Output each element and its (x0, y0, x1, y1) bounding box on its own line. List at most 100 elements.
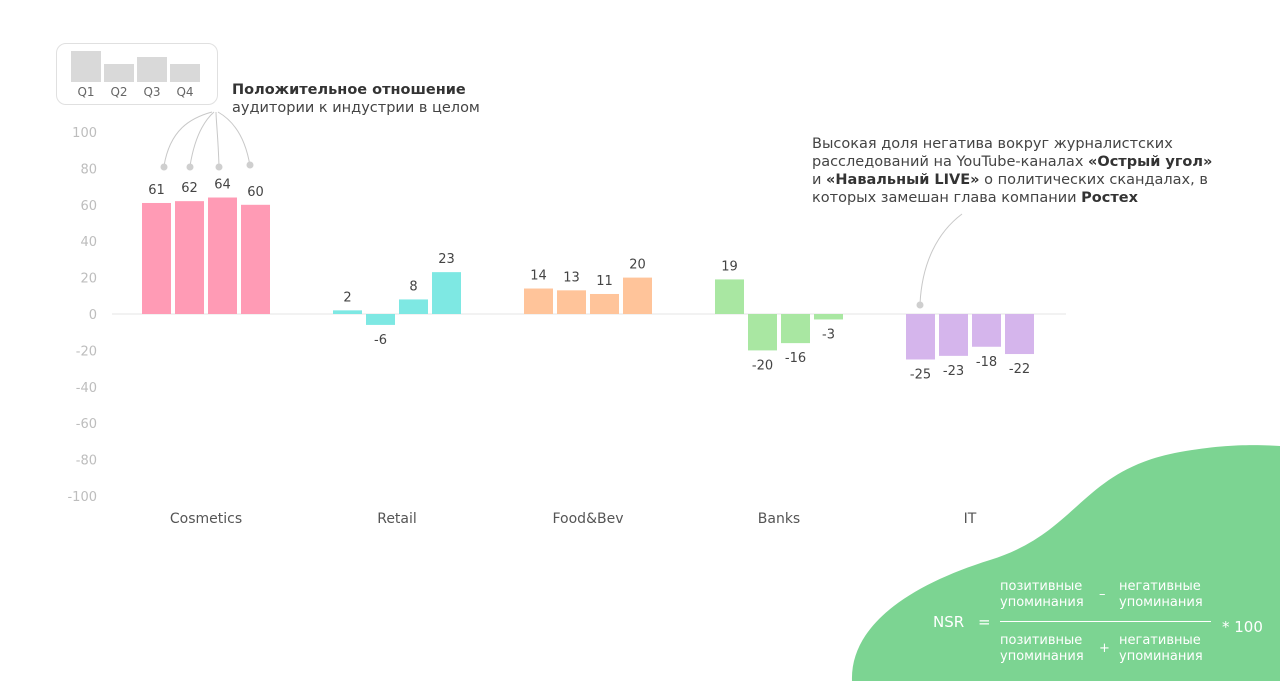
bar-banks-q3 (781, 314, 810, 344)
negative-leader-dot (916, 301, 924, 309)
formula-multiplier: * 100 (1222, 618, 1263, 636)
formula-lhs: NSR (933, 613, 965, 631)
formula-equals: = (978, 613, 991, 631)
bar-banks-q2 (748, 314, 777, 351)
bars-group (142, 197, 1034, 360)
category-label: IT (964, 511, 977, 527)
value-label: 60 (247, 185, 264, 200)
bar-it-q1 (906, 314, 935, 360)
value-label: -20 (752, 358, 773, 373)
denominator-operator: + (1099, 641, 1110, 656)
value-label: -25 (910, 368, 931, 383)
legend-label-q4: Q4 (176, 85, 194, 99)
y-tick-label: -80 (76, 454, 97, 469)
value-label: 62 (181, 181, 198, 196)
negative-line-1: Высокая доля негатива вокруг журналистск… (812, 136, 1173, 152)
legend-bar-q4 (170, 64, 200, 82)
legend-bar-q2 (104, 64, 134, 82)
value-label: 14 (530, 269, 547, 284)
y-tick-label: 100 (72, 126, 97, 141)
negative-line-2: расследований на YouTube-каналах (812, 154, 1089, 170)
positive-leader-lines (163, 111, 251, 167)
bar-foodbev-q4 (623, 277, 652, 314)
category-label: Banks (758, 511, 800, 527)
bar-banks-q4 (814, 314, 843, 320)
fraction-line (1000, 621, 1211, 622)
x-axis: Cosmetics Retail Food&Bev Banks IT (170, 511, 977, 527)
value-labels: 61 62 64 60 2 -6 8 23 14 13 11 20 19 -20 -16 -3 -25 -23 -1… (148, 178, 1030, 383)
y-tick-label: 60 (80, 199, 97, 214)
value-label: 11 (596, 274, 613, 289)
category-label: Retail (377, 511, 417, 527)
legend-label-q2: Q2 (110, 85, 128, 99)
legend-label-q3: Q3 (143, 85, 161, 99)
bar-foodbev-q2 (557, 290, 586, 314)
value-label: -3 (822, 327, 835, 342)
bar-banks-q1 (715, 279, 744, 314)
y-tick-label: -20 (76, 344, 97, 359)
y-tick-label: -40 (76, 381, 97, 396)
negative-line-3-prefix: и (812, 172, 827, 188)
bar-cosmetics-q4 (241, 204, 270, 314)
negative-line-4: которых замешан глава компании (812, 190, 1082, 206)
category-label: Cosmetics (170, 511, 242, 527)
denominator-right-1: негативные (1119, 633, 1201, 648)
bar-retail-q2 (366, 314, 395, 325)
denominator-left-1: позитивные (1000, 633, 1083, 648)
positive-annotation-bold: Положительное отношение (232, 82, 466, 98)
y-tick-label: 80 (80, 162, 97, 177)
bar-retail-q4 (432, 272, 461, 314)
legend-label-q1: Q1 (77, 85, 95, 99)
legend-bar-q3 (137, 57, 167, 82)
value-label: 64 (214, 178, 231, 193)
negative-leader-line (919, 213, 963, 305)
bar-retail-q1 (333, 310, 362, 314)
bar-cosmetics-q1 (142, 202, 171, 314)
positive-annotation: Положительное отношение аудитории к инду… (232, 81, 480, 117)
y-tick-label: 20 (80, 272, 97, 287)
y-tick-label: -60 (76, 417, 97, 432)
y-tick-label: 40 (80, 235, 97, 250)
denominator-right-2: упоминания (1119, 649, 1203, 664)
value-label: -18 (976, 355, 997, 370)
positive-leader-dots (160, 161, 254, 171)
denominator-left-2: упоминания (1000, 649, 1084, 664)
bar-cosmetics-q2 (175, 201, 204, 314)
numerator-operator: – (1099, 587, 1106, 602)
value-label: 2 (343, 290, 351, 305)
bar-it-q2 (939, 314, 968, 356)
bar-it-q4 (1005, 314, 1034, 355)
bar-foodbev-q1 (524, 288, 553, 314)
y-axis: 100 80 60 40 20 0 -20 -40 -60 -80 -100 (67, 126, 97, 505)
legend-bar-q1 (71, 51, 101, 82)
negative-company: Ростех (1081, 190, 1138, 206)
numerator-right-1: негативные (1119, 579, 1201, 594)
negative-channel-1: «Острый угол» (1088, 154, 1213, 170)
positive-annotation-text: аудитории к индустрии в целом (232, 100, 480, 116)
value-label: -22 (1009, 362, 1030, 377)
y-tick-label: 0 (89, 308, 97, 323)
negative-annotation: Высокая доля негатива вокруг журналистск… (812, 135, 1212, 207)
legend: Q1 Q2 Q3 Q4 (56, 43, 218, 105)
numerator-left-1: позитивные (1000, 579, 1083, 594)
bar-retail-q3 (399, 299, 428, 314)
value-label: -16 (785, 351, 806, 366)
numerator-left-2: упоминания (1000, 595, 1084, 610)
bar-it-q3 (972, 314, 1001, 347)
numerator-right-2: упоминания (1119, 595, 1203, 610)
value-label: 13 (563, 270, 580, 285)
bar-foodbev-q3 (590, 293, 619, 314)
negative-line-3-suffix: о политических скандалах, в (979, 172, 1208, 188)
value-label: 23 (438, 252, 455, 267)
value-label: 61 (148, 183, 165, 198)
negative-channel-2: «Навальный LIVE» (826, 172, 980, 188)
value-label: -6 (374, 333, 387, 348)
value-label: 19 (721, 259, 738, 274)
category-label: Food&Bev (553, 511, 624, 527)
bar-cosmetics-q3 (208, 197, 237, 314)
value-label: 8 (409, 279, 417, 294)
value-label: 20 (629, 258, 646, 273)
value-label: -23 (943, 364, 964, 379)
